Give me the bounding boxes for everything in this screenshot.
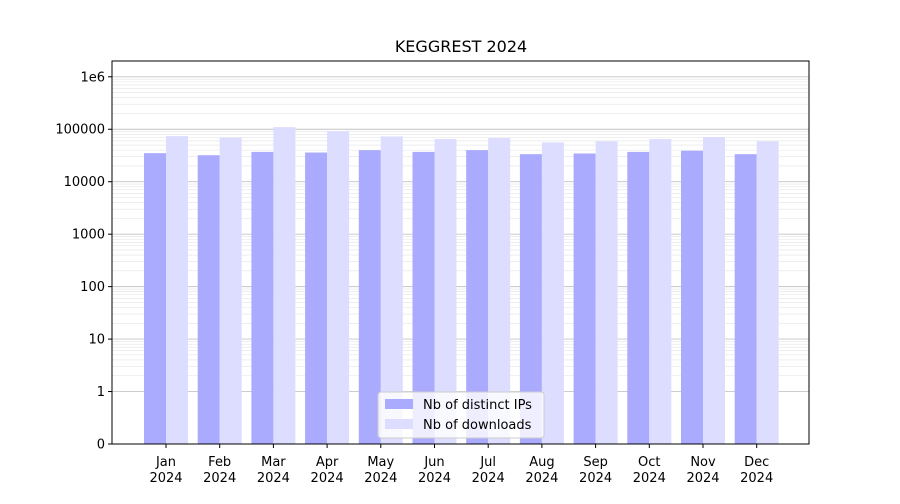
x-tick-label-year: 2024	[472, 471, 505, 486]
y-tick-label: 100	[80, 280, 105, 295]
legend-swatch	[385, 399, 413, 409]
x-tick-label-year: 2024	[418, 471, 451, 486]
y-tick-label: 1e6	[80, 70, 105, 85]
y-axis: 0 1 10 100 1000 10000 100000 1e6	[55, 70, 112, 453]
bar-downloads	[595, 141, 618, 444]
y-tick-label: 10000	[64, 175, 105, 190]
bar-distinct-ips	[573, 153, 596, 445]
x-tick-label-month: Apr	[316, 455, 339, 470]
legend-box	[377, 391, 545, 439]
bar-distinct-ips	[197, 155, 220, 444]
bar-distinct-ips	[627, 151, 650, 445]
x-tick-label-month: Aug	[529, 455, 554, 470]
x-tick-label-year: 2024	[364, 471, 397, 486]
x-axis: Jan2024Feb2024Mar2024Apr2024May2024Jun20…	[149, 444, 773, 486]
bar-distinct-ips	[519, 154, 542, 444]
bar-distinct-ips	[144, 153, 166, 444]
x-tick-label-year: 2024	[203, 471, 236, 486]
bar-distinct-ips	[251, 151, 274, 445]
legend-swatch	[385, 419, 413, 429]
x-tick-label-year: 2024	[149, 471, 182, 486]
legend: Nb of distinct IPs Nb of downloads	[377, 391, 545, 439]
bar-downloads	[541, 142, 564, 444]
bars	[144, 127, 779, 445]
x-tick-label-month: Mar	[261, 455, 286, 470]
x-tick-label-month: Dec	[744, 455, 769, 470]
x-tick-label-year: 2024	[257, 471, 290, 486]
y-tick-label: 100000	[55, 123, 105, 138]
x-tick-label-year: 2024	[525, 471, 558, 486]
y-tick-label: 1	[97, 385, 105, 400]
bar-distinct-ips	[734, 154, 757, 444]
bar-distinct-ips	[358, 150, 381, 444]
legend-label: Nb of distinct IPs	[423, 398, 532, 413]
y-tick-label: 1000	[72, 228, 105, 243]
bar-downloads	[219, 137, 242, 444]
bar-downloads	[327, 131, 350, 444]
x-tick-label-month: Sep	[583, 455, 608, 470]
plot-frame	[111, 60, 810, 445]
x-tick-label-year: 2024	[740, 471, 773, 486]
bar-distinct-ips	[305, 152, 328, 445]
bar-distinct-ips	[466, 150, 489, 444]
x-tick-label-month: Oct	[638, 455, 660, 470]
bar-downloads	[166, 136, 188, 444]
x-tick-label-year: 2024	[579, 471, 612, 486]
bar-downloads	[703, 137, 725, 445]
y-tick-label: 10	[88, 333, 105, 348]
x-tick-label-month: Nov	[690, 455, 716, 470]
x-tick-label-month: Feb	[208, 455, 231, 470]
x-tick-label-month: Jul	[479, 455, 496, 470]
bar-downloads	[756, 141, 779, 444]
bar-downloads	[434, 139, 457, 444]
chart-title: KEGGREST 2024	[395, 37, 527, 56]
x-tick-label-year: 2024	[311, 471, 344, 486]
bar-downloads	[649, 139, 672, 444]
x-tick-label-month: Jan	[155, 455, 176, 470]
x-tick-label-month: May	[367, 455, 394, 470]
y-tick-label: 0	[97, 438, 105, 453]
x-tick-label-month: Jun	[423, 455, 444, 470]
bar-downloads	[380, 136, 403, 445]
bar-downloads	[273, 127, 296, 445]
x-tick-label-year: 2024	[633, 471, 666, 486]
bar-distinct-ips	[412, 151, 435, 445]
legend-label: Nb of downloads	[423, 418, 532, 433]
bar-distinct-ips	[681, 150, 703, 444]
bar-downloads	[488, 138, 511, 444]
x-tick-label-year: 2024	[686, 471, 719, 486]
